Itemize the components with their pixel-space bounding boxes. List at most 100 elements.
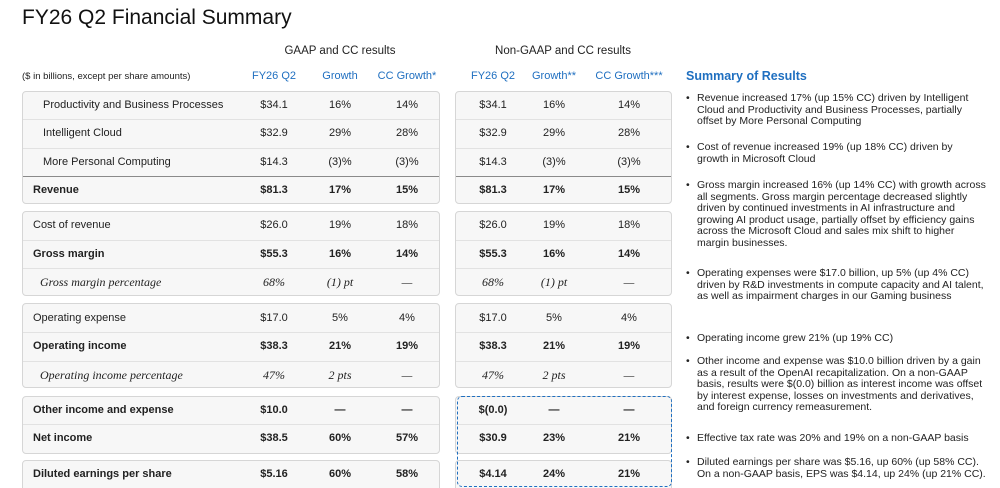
cell-value: $38.5 <box>260 432 288 444</box>
row-box <box>455 91 672 204</box>
cell-value: 47% <box>263 368 285 382</box>
row-label: Other income and expense <box>33 404 174 416</box>
cell-value: 47% <box>482 368 504 382</box>
row-box <box>22 211 440 296</box>
cell-value: $4.14 <box>479 468 507 480</box>
summary-bullet: Effective tax rate was 20% and 19% on a … <box>686 432 986 445</box>
cell-value: 5% <box>332 312 348 324</box>
cell-value: 57% <box>395 432 419 444</box>
cell-value: — <box>548 404 560 416</box>
cell-value: $55.3 <box>260 248 288 260</box>
cell-value: $81.3 <box>260 184 288 196</box>
cell-value: 19% <box>617 340 641 352</box>
cell-value: 16% <box>328 99 352 111</box>
cell-value: 60% <box>328 432 352 444</box>
cell-value: 29% <box>542 127 566 139</box>
row-separator <box>23 240 439 241</box>
cell-value: $81.3 <box>479 184 507 196</box>
cell-value: 21% <box>617 468 641 480</box>
row-label: Cost of revenue <box>33 219 111 231</box>
cell-value: 17% <box>542 184 566 196</box>
summary-bullet: Gross margin increased 16% (up 14% CC) w… <box>686 179 986 250</box>
row-box <box>22 303 440 388</box>
row-label: Operating income percentage <box>40 368 183 382</box>
row-separator <box>23 361 439 362</box>
cell-value: 58% <box>395 468 419 480</box>
cell-value: 28% <box>395 127 419 139</box>
cell-value: $17.0 <box>479 312 507 324</box>
row-label: Operating expense <box>33 312 126 324</box>
row-separator <box>23 119 439 120</box>
summary-bullet: Operating income grew 21% (up 19% CC) <box>686 332 986 345</box>
cell-value: 2 pts <box>328 368 352 382</box>
row-separator <box>23 148 439 149</box>
cell-value: — <box>623 368 635 382</box>
row-box <box>455 303 672 388</box>
row-box <box>22 460 440 488</box>
cell-value: $38.3 <box>479 340 507 352</box>
cell-value: $38.3 <box>260 340 288 352</box>
cell-value: $26.0 <box>260 219 288 231</box>
summary-title: Summary of Results <box>686 69 807 83</box>
cell-value: 19% <box>395 340 419 352</box>
row-box <box>455 211 672 296</box>
cell-value: 23% <box>542 432 566 444</box>
row-label: Net income <box>33 432 93 444</box>
cell-value: 18% <box>395 219 419 231</box>
cell-value: $30.9 <box>479 432 507 444</box>
summary-bullet: Operating expenses were $17.0 billion, u… <box>686 267 986 303</box>
cell-value: (1) pt <box>540 275 568 289</box>
cell-value: $26.0 <box>479 219 507 231</box>
row-separator <box>456 148 671 149</box>
row-separator <box>456 332 671 333</box>
column-header: CC Growth* <box>377 70 437 82</box>
cell-value: $(0.0) <box>478 404 508 416</box>
cell-value: (3)% <box>328 156 352 168</box>
cell-value: — <box>623 275 635 289</box>
cell-value: 4% <box>621 312 637 324</box>
cell-value: 5% <box>546 312 562 324</box>
cell-value: 16% <box>542 248 566 260</box>
cell-value: — <box>334 404 346 416</box>
cell-value: 14% <box>395 248 419 260</box>
cell-value: 68% <box>482 275 504 289</box>
row-label: Intelligent Cloud <box>43 127 122 139</box>
group-header: GAAP and CC results <box>284 45 396 57</box>
highlight-box <box>457 396 672 487</box>
row-label: Revenue <box>33 184 79 196</box>
units-note: ($ in billions, except per share amounts… <box>22 71 191 82</box>
column-header: CC Growth*** <box>595 70 663 82</box>
column-header: Growth** <box>531 70 577 82</box>
row-separator <box>456 119 671 120</box>
cell-value: 2 pts <box>542 368 566 382</box>
cell-value: 21% <box>542 340 566 352</box>
cell-value: — <box>401 404 413 416</box>
row-separator <box>456 424 671 425</box>
cell-value: 16% <box>328 248 352 260</box>
row-label: Gross margin percentage <box>40 275 162 289</box>
cell-value: $34.1 <box>479 99 507 111</box>
row-separator <box>456 361 671 362</box>
row-label: Productivity and Business Processes <box>43 99 224 111</box>
cell-value: 18% <box>617 219 641 231</box>
column-header: Growth <box>322 70 358 82</box>
summary-bullet: Revenue increased 17% (up 15% CC) driven… <box>686 92 986 128</box>
cell-value: (3)% <box>542 156 566 168</box>
column-header: FY26 Q2 <box>470 70 516 82</box>
row-separator <box>23 424 439 425</box>
cell-value: $14.3 <box>479 156 507 168</box>
row-separator <box>456 240 671 241</box>
cell-value: 15% <box>617 184 641 196</box>
cell-value: 24% <box>542 468 566 480</box>
cell-value: — <box>401 368 413 382</box>
row-label: More Personal Computing <box>43 156 171 168</box>
cell-value: $55.3 <box>479 248 507 260</box>
row-box <box>22 396 440 454</box>
cell-value: $34.1 <box>260 99 288 111</box>
row-separator <box>456 268 671 269</box>
group-header: Non-GAAP and CC results <box>495 45 631 57</box>
page-title: FY26 Q2 Financial Summary <box>22 6 292 29</box>
cell-value: 19% <box>328 219 352 231</box>
summary-bullet: Cost of revenue increased 19% (up 18% CC… <box>686 141 986 165</box>
